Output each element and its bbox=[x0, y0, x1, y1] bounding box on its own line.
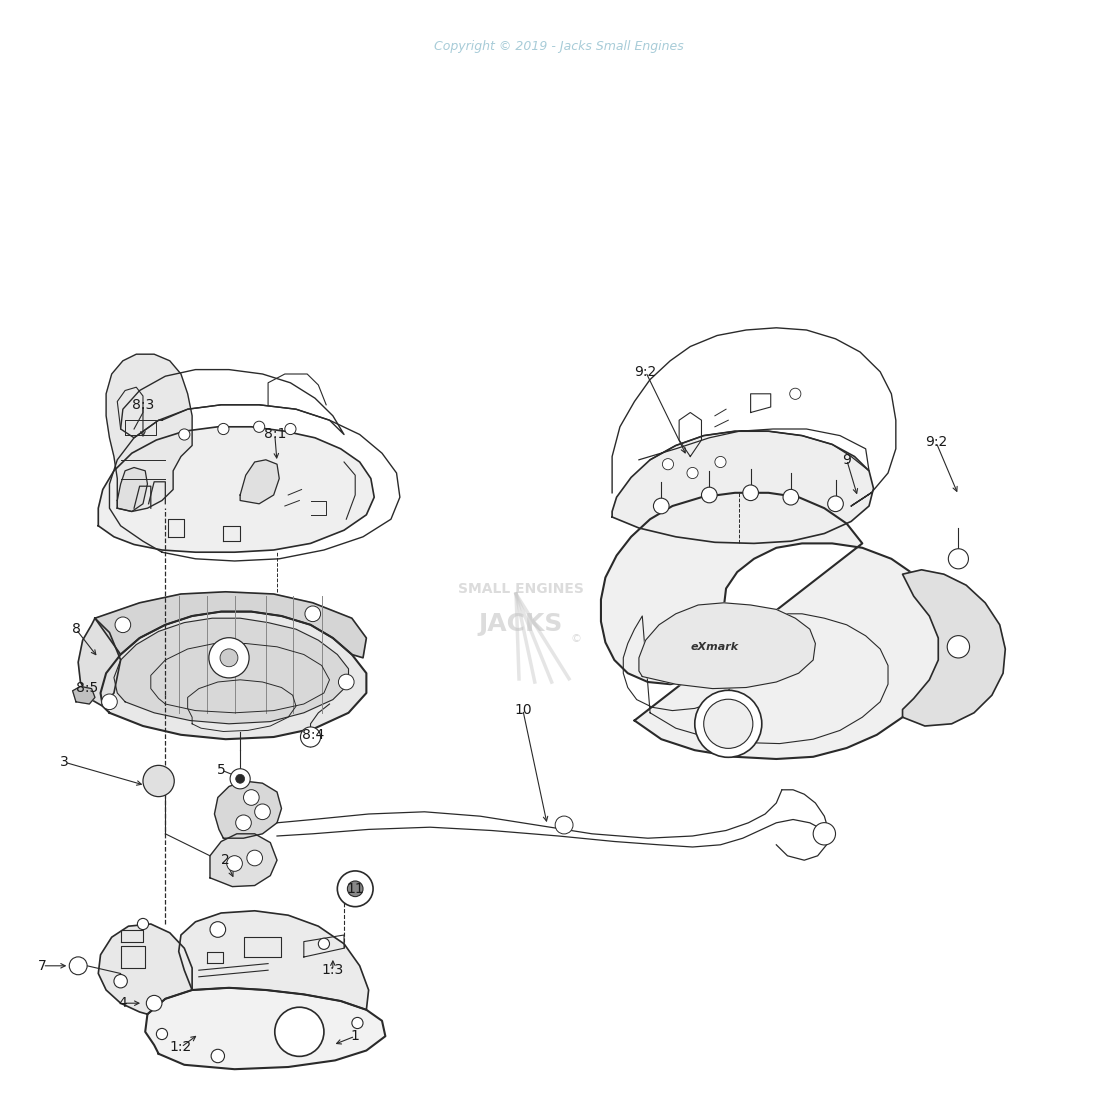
Polygon shape bbox=[106, 354, 192, 512]
Circle shape bbox=[555, 816, 573, 834]
Circle shape bbox=[137, 918, 149, 930]
Text: 1: 1 bbox=[351, 1030, 360, 1043]
Text: 4: 4 bbox=[118, 997, 127, 1010]
Circle shape bbox=[247, 850, 262, 866]
Circle shape bbox=[115, 617, 131, 632]
Circle shape bbox=[783, 490, 799, 505]
Circle shape bbox=[69, 957, 87, 975]
Polygon shape bbox=[145, 988, 385, 1069]
Polygon shape bbox=[95, 592, 366, 658]
Text: 3: 3 bbox=[60, 756, 69, 769]
Circle shape bbox=[947, 636, 970, 658]
Text: 8:1: 8:1 bbox=[264, 428, 286, 441]
Text: 8:4: 8:4 bbox=[302, 728, 324, 741]
Polygon shape bbox=[73, 686, 95, 704]
Text: 8:3: 8:3 bbox=[132, 398, 154, 411]
Circle shape bbox=[254, 421, 265, 432]
Text: SMALL ENGINES: SMALL ENGINES bbox=[458, 582, 584, 596]
Circle shape bbox=[338, 674, 354, 690]
Circle shape bbox=[305, 606, 321, 621]
Polygon shape bbox=[117, 468, 147, 512]
Circle shape bbox=[743, 485, 758, 501]
Polygon shape bbox=[78, 618, 121, 706]
Circle shape bbox=[143, 766, 174, 796]
Circle shape bbox=[220, 649, 238, 667]
Circle shape bbox=[227, 856, 242, 871]
Circle shape bbox=[114, 975, 127, 988]
Text: Copyright © 2019 - Jacks Small Engines: Copyright © 2019 - Jacks Small Engines bbox=[433, 40, 684, 53]
Polygon shape bbox=[101, 612, 366, 739]
Circle shape bbox=[948, 549, 968, 569]
Polygon shape bbox=[639, 603, 815, 689]
Circle shape bbox=[715, 456, 726, 468]
Text: 2: 2 bbox=[221, 854, 230, 867]
Text: JACKS: JACKS bbox=[479, 612, 563, 636]
Polygon shape bbox=[612, 431, 873, 543]
Circle shape bbox=[318, 938, 330, 949]
Text: 9: 9 bbox=[842, 453, 851, 466]
Polygon shape bbox=[903, 570, 1005, 726]
Circle shape bbox=[236, 815, 251, 830]
Text: ©: © bbox=[571, 634, 582, 643]
Text: eXmark: eXmark bbox=[690, 641, 739, 652]
Circle shape bbox=[255, 804, 270, 820]
Text: 9:2: 9:2 bbox=[925, 436, 947, 449]
Circle shape bbox=[653, 498, 669, 514]
Text: 5: 5 bbox=[217, 763, 226, 777]
Text: 10: 10 bbox=[514, 703, 532, 716]
Circle shape bbox=[211, 1049, 225, 1063]
Circle shape bbox=[701, 487, 717, 503]
Circle shape bbox=[275, 1008, 324, 1056]
Circle shape bbox=[813, 823, 836, 845]
Text: 11: 11 bbox=[346, 882, 364, 895]
Circle shape bbox=[352, 1018, 363, 1028]
Circle shape bbox=[210, 922, 226, 937]
Circle shape bbox=[156, 1028, 168, 1040]
Polygon shape bbox=[98, 924, 192, 1014]
Circle shape bbox=[337, 871, 373, 906]
Circle shape bbox=[218, 424, 229, 434]
Circle shape bbox=[300, 727, 321, 747]
Circle shape bbox=[347, 881, 363, 896]
Circle shape bbox=[828, 496, 843, 512]
Text: 8: 8 bbox=[71, 623, 80, 636]
Text: 7: 7 bbox=[38, 959, 47, 972]
Circle shape bbox=[790, 388, 801, 399]
Circle shape bbox=[285, 424, 296, 434]
Circle shape bbox=[662, 459, 674, 470]
Polygon shape bbox=[210, 834, 277, 887]
Polygon shape bbox=[240, 460, 279, 504]
Polygon shape bbox=[98, 427, 374, 552]
Text: 1:2: 1:2 bbox=[170, 1041, 192, 1054]
Text: 1:3: 1:3 bbox=[322, 964, 344, 977]
Circle shape bbox=[102, 694, 117, 710]
Polygon shape bbox=[601, 493, 947, 759]
Circle shape bbox=[687, 468, 698, 478]
Circle shape bbox=[179, 429, 190, 440]
Circle shape bbox=[695, 691, 762, 757]
Polygon shape bbox=[114, 618, 349, 724]
Circle shape bbox=[704, 700, 753, 748]
Circle shape bbox=[146, 996, 162, 1011]
Text: 9:2: 9:2 bbox=[634, 365, 657, 378]
Polygon shape bbox=[179, 911, 369, 1010]
Circle shape bbox=[209, 638, 249, 678]
Circle shape bbox=[244, 790, 259, 805]
Circle shape bbox=[236, 774, 245, 783]
Text: 8:5: 8:5 bbox=[76, 681, 98, 694]
Circle shape bbox=[230, 769, 250, 789]
Polygon shape bbox=[214, 781, 281, 838]
